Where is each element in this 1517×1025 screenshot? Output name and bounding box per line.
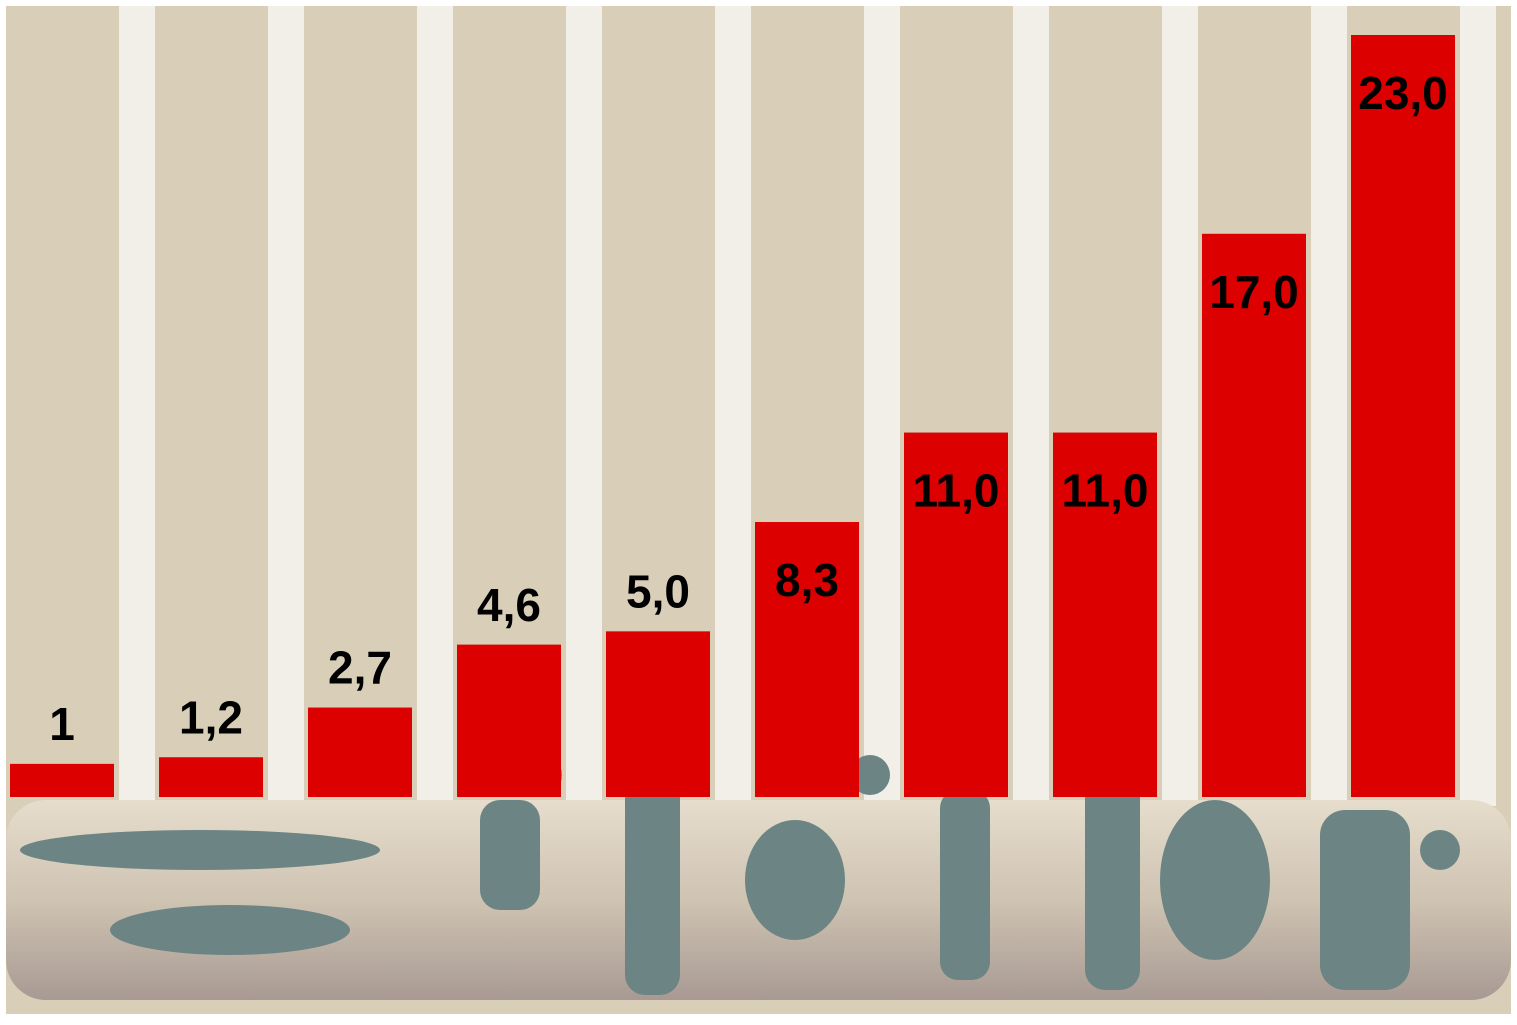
stripe [1311,6,1347,806]
bar [1053,432,1157,797]
bar [1202,233,1306,798]
stripe [417,6,453,806]
value-label: 4,6 [477,579,541,631]
value-label: 11,0 [913,465,1000,517]
value-label: 17,0 [1209,266,1299,318]
value-label: 11,0 [1062,465,1149,517]
value-label: 23,0 [1358,67,1448,119]
value-label: 1,2 [179,691,243,743]
stripe [566,6,602,806]
value-label: 8,3 [775,554,839,606]
stripes [119,6,1496,806]
bar [159,757,263,797]
bar [606,631,710,797]
stripe [864,6,900,806]
bar [904,432,1008,797]
stripe [715,6,751,806]
stripe [1013,6,1049,806]
bar [10,763,114,797]
value-label: 2,7 [328,642,392,694]
bar [1351,35,1455,797]
value-label: 5,0 [626,566,690,618]
stripe [268,6,304,806]
stripe [1162,6,1198,806]
value-label: 1 [49,698,75,750]
bar [308,707,412,797]
stripe [119,6,155,806]
bar [755,522,859,797]
stripe [1460,6,1496,806]
bars: 1 1,2 2,7 4,6 5,0 8,3 11,0 11,0 17,0 23,0 [10,35,1455,798]
bar [457,644,561,797]
